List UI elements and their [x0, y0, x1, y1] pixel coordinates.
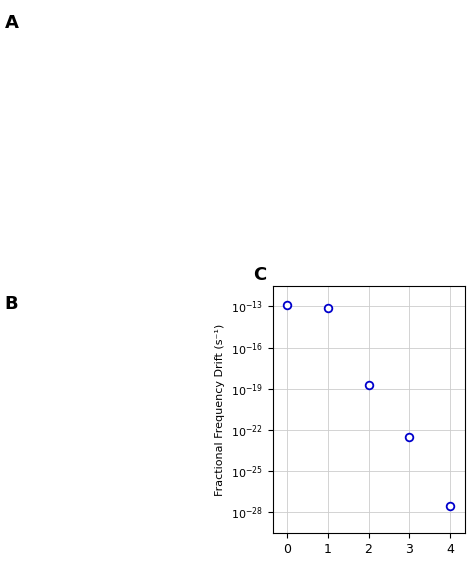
Text: A: A [5, 14, 18, 32]
Text: B: B [5, 295, 18, 312]
Y-axis label: Fractional Frequency Drift (s⁻¹): Fractional Frequency Drift (s⁻¹) [215, 323, 225, 496]
Text: C: C [254, 266, 267, 284]
